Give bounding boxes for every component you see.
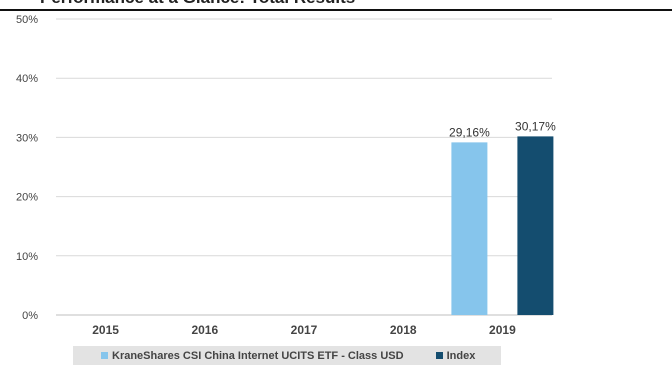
legend-swatch-fund [101, 352, 108, 359]
bar-chart: 0% 10% 20% 30% 40% 50% 2015 2016 2017 2018 2019 29,… [16, 14, 556, 337]
x-tick-label: 2017 [291, 323, 318, 337]
bar [517, 136, 554, 315]
y-tick-label: 40% [16, 73, 38, 85]
legend-label-index: Index [446, 349, 476, 362]
legend-item-index: Index [435, 349, 476, 362]
cut-off-title: Performance at a Glance: Total Results [40, 0, 355, 8]
data-label: 30,17% [515, 119, 556, 133]
x-tick-label: 2016 [191, 323, 218, 337]
legend-label-fund: KraneShares CSI China Internet UCITS ETF… [112, 349, 404, 362]
y-tick-label: 30% [16, 132, 38, 144]
y-tick-label: 20% [16, 192, 38, 204]
legend-swatch-index [435, 352, 443, 359]
chart-legend: KraneShares CSI China Internet UCITS ETF… [73, 346, 501, 365]
bar [451, 142, 488, 315]
x-tick-label: 2018 [390, 323, 417, 337]
data-label: 29,16% [449, 125, 490, 139]
y-tick-label: 10% [16, 251, 38, 263]
y-tick-label: 50% [16, 14, 38, 26]
y-tick-label: 0% [22, 310, 38, 322]
x-tick-label: 2019 [489, 323, 516, 337]
top-divider [0, 9, 672, 11]
x-tick-label: 2015 [92, 323, 119, 337]
legend-item-fund: KraneShares CSI China Internet UCITS ETF… [101, 350, 404, 362]
